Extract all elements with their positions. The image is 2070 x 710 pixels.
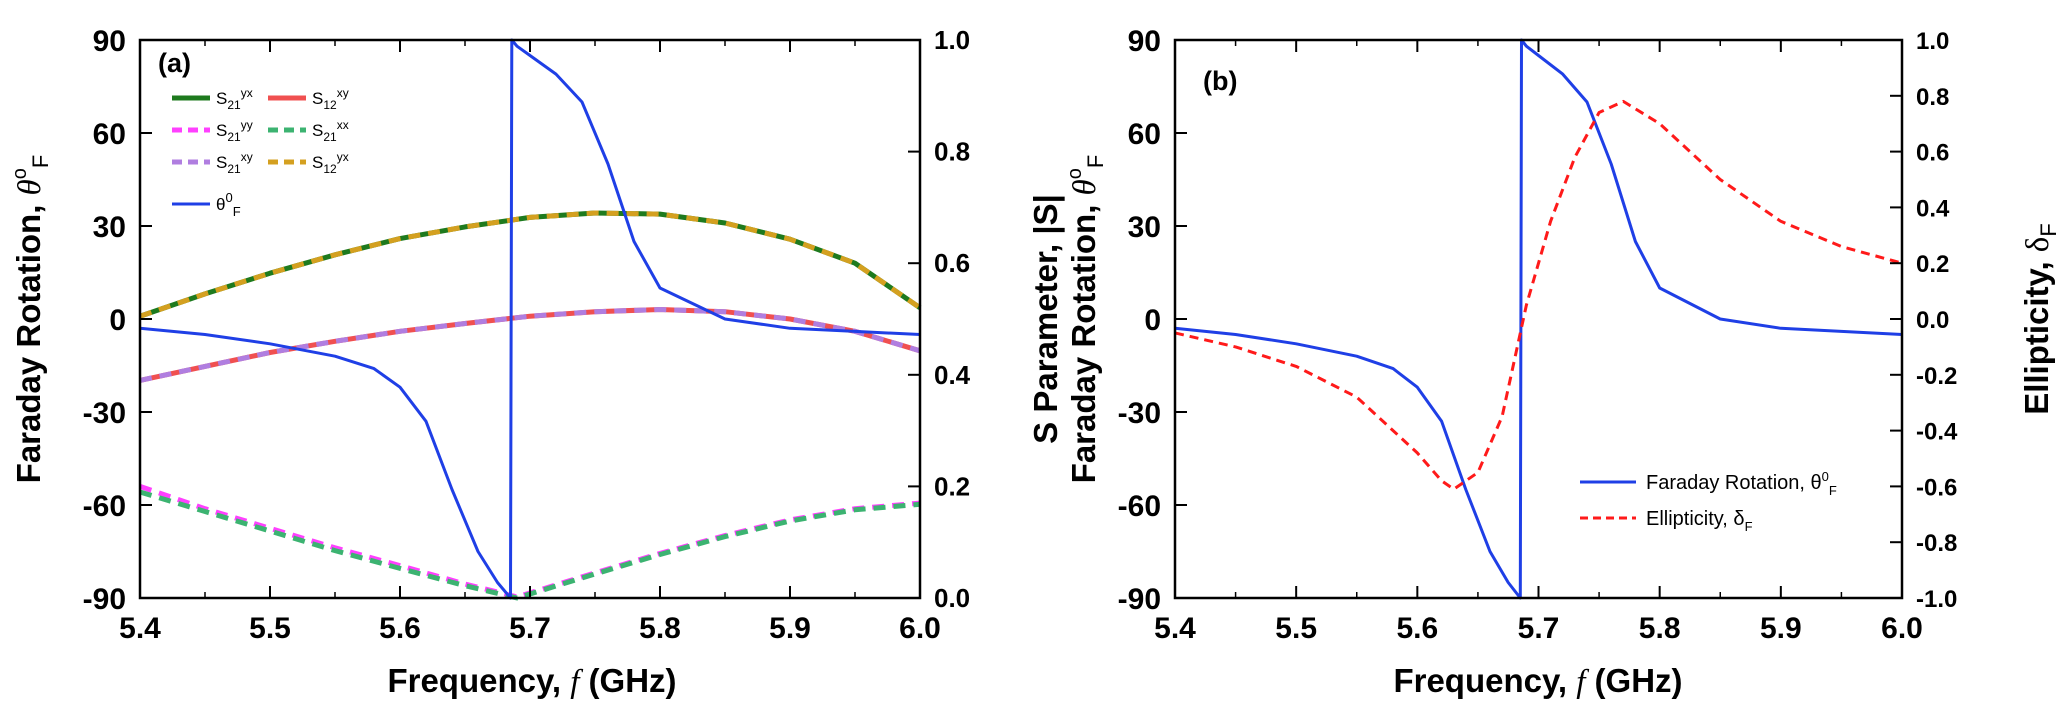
panel-a-legend: S21yx S12xy S21yy S21xx S21xy S12yx θ0F	[172, 86, 349, 219]
panel-a-x-axis-title: Frequency, f (GHz)	[387, 662, 676, 700]
series-line-a-0	[139, 210, 922, 319]
x-tick-label: 5.5	[249, 612, 291, 645]
panel-b-left-axis-title: Faraday Rotation, θoF	[1064, 155, 1108, 484]
x-tick-label: 5.7	[509, 612, 551, 645]
y-right-tick-label: -0.2	[1916, 363, 1957, 390]
panel-a-right-axis-title: S Parameter, |S|	[1027, 194, 1064, 444]
legend-label: S12yx	[312, 150, 349, 176]
y-left-tick-label: 30	[1128, 211, 1161, 244]
panel-a-ticks: 5.4 5.5 5.6 5.7 5.8 5.9 6.0 -90 -60 -30 0 30 60 90 0.0…	[83, 25, 971, 645]
x-tick-label: 5.9	[1760, 612, 1802, 645]
legend-label: Ellipticity, δF	[1646, 508, 1753, 534]
y-right-tick-label: -0.4	[1916, 419, 1958, 446]
y-left-tick-label: 90	[1128, 25, 1161, 58]
panel-b-x-axis-title: Frequency, f (GHz)	[1393, 662, 1682, 700]
y-right-tick-label: 0.0	[934, 583, 970, 613]
legend-label: S21yx	[216, 86, 253, 112]
y-left-tick-label: 0	[1144, 304, 1161, 337]
x-tick-label: 5.6	[1396, 612, 1438, 645]
legend-label: S12xy	[312, 86, 349, 112]
y-right-tick-label: 0.4	[1916, 195, 1950, 222]
y-left-tick-label: -60	[83, 490, 126, 523]
series-line-a-1	[139, 307, 921, 383]
x-tick-label: 5.8	[639, 612, 681, 645]
y-left-tick-label: 90	[93, 25, 126, 58]
y-left-tick-label: -60	[1118, 490, 1161, 523]
y-left-tick-label: -90	[83, 583, 126, 616]
x-tick-label: 5.4	[119, 612, 161, 645]
y-right-tick-label: -0.8	[1916, 530, 1957, 557]
legend-label: θ0F	[216, 190, 241, 219]
panel-b-label: (b)	[1203, 66, 1237, 96]
legend-label: S21xx	[312, 118, 349, 144]
x-tick-label: 6.0	[1881, 612, 1923, 645]
series-line-b-1	[1174, 99, 1903, 491]
y-left-tick-label: 60	[1128, 118, 1161, 151]
series-line-a-2	[139, 484, 921, 600]
x-tick-label: 6.0	[899, 612, 941, 645]
x-tick-label: 5.4	[1154, 612, 1196, 645]
x-tick-label: 5.8	[1639, 612, 1681, 645]
y-right-tick-label: 0.2	[1916, 251, 1949, 278]
legend-label: S21yy	[216, 118, 253, 144]
y-right-tick-label: -1.0	[1916, 586, 1957, 613]
x-tick-label: 5.7	[1518, 612, 1560, 645]
panel-b: (b) 5.4 5.5 5.6 5.7 5.8 5.9 6.0 -90 -60 -30 0 30 60 9…	[1064, 25, 2061, 700]
x-tick-label: 5.9	[769, 612, 811, 645]
y-left-tick-label: 0	[109, 304, 126, 337]
panel-b-right-axis-title: Ellipticity, δF	[2018, 223, 2061, 415]
panel-a-plot-area	[139, 38, 922, 601]
y-left-tick-label: 60	[93, 118, 126, 151]
y-left-tick-label: -30	[83, 397, 126, 430]
y-right-tick-label: 0.6	[934, 248, 970, 278]
panel-a-label: (a)	[158, 48, 191, 78]
panel-b-legend: Faraday Rotation, θ0F Ellipticity, δF	[1580, 469, 1837, 534]
y-right-tick-label: 0.0	[1916, 307, 1949, 334]
panel-a: (a) 5.4 5.5 5.6 5.7 5.8 5.9 6.0 -90 -60 -30 0 30 60 9…	[9, 25, 1064, 700]
legend-label: Faraday Rotation, θ0F	[1646, 469, 1837, 498]
panel-b-ticks: 5.4 5.5 5.6 5.7 5.8 5.9 6.0 -90 -60 -30 0 30 60 90 -1.…	[1118, 25, 1958, 645]
y-right-tick-label: 1.0	[1916, 28, 1949, 55]
x-tick-label: 5.5	[1275, 612, 1317, 645]
series-line-a-4	[139, 307, 921, 383]
series-line-b-0	[1174, 38, 1903, 600]
series-line-a-5	[139, 210, 922, 319]
y-right-tick-label: 0.8	[1916, 84, 1949, 111]
y-right-tick-label: 0.2	[934, 471, 970, 501]
y-right-tick-label: 1.0	[934, 25, 970, 55]
y-right-tick-label: 0.8	[934, 137, 970, 167]
x-tick-label: 5.6	[379, 612, 421, 645]
panel-a-left-axis-title: Faraday Rotation, θoF	[9, 155, 53, 484]
y-left-tick-label: 30	[93, 211, 126, 244]
legend-label: S21xy	[216, 150, 253, 176]
panel-b-plot-area	[1174, 38, 1903, 600]
series-line-a-3	[139, 489, 921, 601]
y-right-tick-label: 0.6	[1916, 140, 1949, 167]
y-right-tick-label: -0.6	[1916, 474, 1957, 501]
y-left-tick-label: -90	[1118, 583, 1161, 616]
y-right-tick-label: 0.4	[934, 360, 971, 390]
y-left-tick-label: -30	[1118, 397, 1161, 430]
panel-b-frame	[1173, 38, 1904, 600]
